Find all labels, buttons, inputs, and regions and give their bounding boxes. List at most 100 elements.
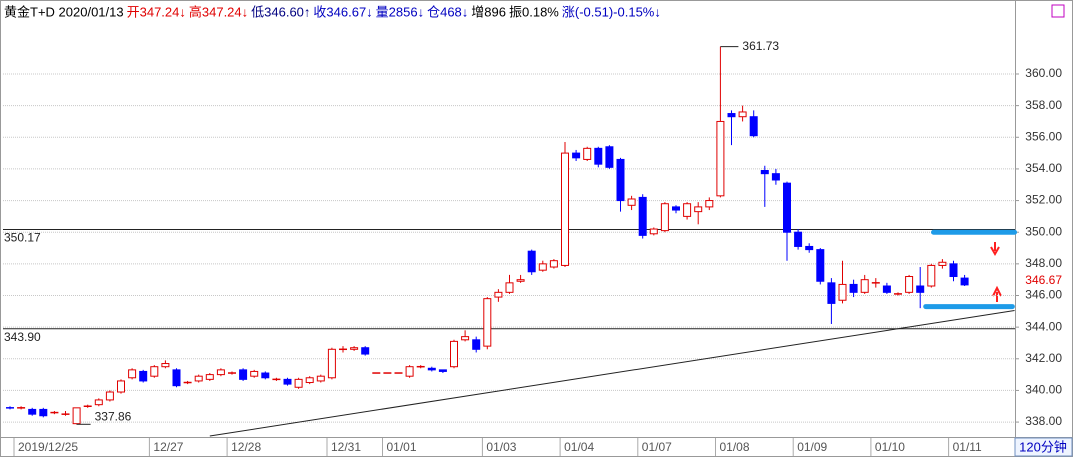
y-tick-label: 342.00: [1025, 351, 1062, 365]
candle-body: [672, 206, 680, 211]
y-tick-label: 352.00: [1025, 193, 1062, 207]
y-tick-label: 346.00: [1025, 288, 1062, 302]
header-item: 增896: [471, 4, 506, 19]
header-item: 涨(-0.51)-0.15%↓: [562, 4, 661, 19]
candle-body: [616, 158, 625, 202]
candle-body: [660, 203, 669, 232]
window-icon[interactable]: [1051, 4, 1065, 18]
candle-body: [261, 372, 270, 379]
x-tick-label: 01/03: [486, 440, 516, 454]
candle-body: [350, 347, 359, 350]
candle-body: [438, 369, 447, 372]
y-tick-label: 358.00: [1025, 98, 1062, 112]
period-label[interactable]: 120分钟: [1019, 439, 1067, 454]
candle-body: [838, 283, 847, 301]
candle-body: [216, 369, 225, 376]
candle-body: [239, 369, 248, 380]
y-tick-label: 350.00: [1025, 224, 1062, 238]
candle-body: [505, 282, 514, 293]
candle-body: [194, 375, 203, 382]
candle-body: [427, 367, 436, 371]
candle-body: [94, 399, 103, 406]
candle-body: [938, 261, 947, 266]
candle-body: [749, 116, 758, 137]
candle-body: [783, 182, 791, 233]
candle-body: [927, 264, 936, 287]
candle-body: [572, 152, 581, 159]
candle-body: [128, 369, 137, 379]
candle-body: [28, 408, 37, 415]
candle-body: [39, 408, 48, 417]
x-tick-label: 01/08: [720, 440, 750, 454]
candle-body: [905, 276, 914, 293]
candle-body: [849, 283, 858, 293]
candle-body: [117, 380, 125, 393]
candle-body: [294, 378, 303, 388]
candle-body: [516, 279, 525, 282]
x-tick-label: 01/07: [642, 440, 672, 454]
candle-body: [205, 374, 214, 380]
candle-body: [139, 370, 148, 382]
header-item: 量2856↓: [376, 4, 424, 19]
candle-body: [405, 366, 414, 377]
candle-body: [583, 147, 592, 160]
candle-body: [594, 147, 603, 165]
candle-body: [882, 285, 891, 293]
candle-body: [538, 263, 547, 271]
candle-body: [72, 407, 81, 425]
candle-body: [150, 366, 159, 377]
header-item: 收346.67↓: [313, 4, 372, 19]
x-tick-label: 12/27: [153, 440, 183, 454]
level-label: 350.17: [4, 231, 41, 245]
candle-body: [794, 231, 803, 247]
x-tick-label: 12/31: [331, 440, 361, 454]
candle-body: [305, 377, 314, 384]
candle-body: [705, 200, 714, 208]
candle-body: [760, 170, 769, 175]
x-tick-label: 01/09: [797, 440, 827, 454]
candle-body: [916, 285, 925, 293]
candle-body: [816, 249, 825, 282]
candle-body: [649, 228, 658, 235]
x-tick-label: 01/01: [387, 440, 417, 454]
header-item: 黄金T+D 2020/01/13: [4, 4, 124, 19]
y-tick-label: 354.00: [1025, 161, 1062, 175]
candle-body: [827, 282, 836, 304]
candle-body: [472, 339, 481, 350]
candle-body: [683, 203, 692, 217]
period-box[interactable]: [1014, 437, 1073, 457]
header: 黄金T+D 2020/01/13 开347.24↓ 高347.24↓ 低346.60↑…: [1, 1, 741, 23]
y-tick-label: 340.00: [1025, 383, 1062, 397]
candle-body: [450, 340, 458, 368]
header-item: 高347.24↓: [189, 4, 248, 19]
candle-body: [549, 260, 558, 268]
header-item: 仓468↓: [427, 4, 468, 19]
candle-body: [638, 196, 647, 236]
header-item: 振0.18%: [509, 4, 559, 19]
candle-body: [494, 291, 503, 298]
y-tick-label: 348.00: [1025, 256, 1062, 270]
candle-body: [250, 370, 259, 377]
down-arrow: [990, 242, 1000, 257]
y-tick-label: 338.00: [1025, 414, 1062, 428]
candle-body: [960, 277, 969, 286]
candle-body: [738, 111, 747, 118]
level-label: 343.90: [4, 330, 41, 344]
x-tick-label: 01/11: [953, 440, 982, 454]
candle-body: [727, 113, 736, 118]
candle-body: [561, 152, 569, 266]
candle-body: [527, 250, 536, 273]
y-tick-label: 344.00: [1025, 319, 1062, 333]
x-tick-label: 12/28: [231, 440, 261, 454]
x-tick-label: 01/04: [564, 440, 594, 454]
candle-body: [283, 378, 292, 385]
y-tick-label: 360.00: [1025, 66, 1062, 80]
x-tick-label: 01/10: [875, 440, 905, 454]
candle-body: [605, 146, 614, 168]
candle-body: [361, 347, 370, 355]
candle-body: [461, 336, 470, 341]
candle-body: [327, 348, 336, 379]
candle-body: [949, 263, 958, 278]
